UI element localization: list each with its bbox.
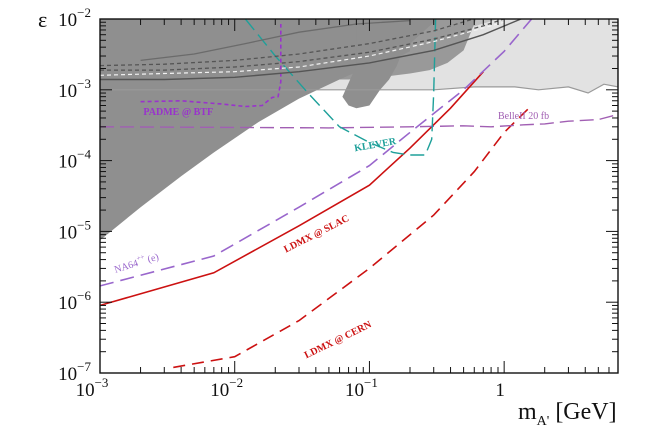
series-upper-dashed-a xyxy=(100,19,506,71)
series-upper-light-dashed xyxy=(100,21,505,76)
tick-exponent: −4 xyxy=(77,147,91,162)
x-axis-title-subscript: A' xyxy=(537,414,550,429)
x-tick-label: 1 xyxy=(495,380,505,401)
tick-exponent: −2 xyxy=(77,5,91,20)
annotation-sup: ++ xyxy=(136,253,146,263)
x-tick-label: 10−2 xyxy=(210,375,243,401)
y-tick-label: 10−4 xyxy=(58,147,91,173)
series-ldmx-cern xyxy=(173,104,533,369)
y-tick-label: 10−7 xyxy=(58,359,91,385)
annotation-rest: (e) xyxy=(144,252,160,266)
tick-exponent: −3 xyxy=(77,76,91,91)
tick-base: 10 xyxy=(58,222,77,243)
region-babar-dip xyxy=(342,19,410,109)
x-axis-title-unit: [GeV] xyxy=(549,399,616,425)
y-tick-labels: 10−710−610−510−410−310−2 xyxy=(58,5,91,385)
sensitivity-curves xyxy=(100,19,618,369)
tick-base: 10 xyxy=(58,81,77,102)
annotation-text: LDMX @ SLAC xyxy=(282,213,351,255)
annotation-text: NA64 xyxy=(113,258,140,276)
annotation-text: BelleII 20 fb xyxy=(498,111,549,122)
tick-exponent: −2 xyxy=(229,375,243,390)
annotation-text: LDMX @ CERN xyxy=(303,319,374,361)
series-na64-e xyxy=(100,19,533,287)
annotation-text: PADME @ BTF xyxy=(143,107,213,118)
tick-base: 10 xyxy=(345,380,364,401)
tick-exponent: −6 xyxy=(77,288,91,303)
series-upper-solid xyxy=(100,19,523,81)
x-tick-label: 10−3 xyxy=(76,375,109,401)
plot-frame xyxy=(99,18,619,374)
y-tick-label: 10−2 xyxy=(58,5,91,31)
y-tick-label: 10−6 xyxy=(58,288,91,314)
tick-base: 10 xyxy=(76,380,95,401)
region-beam-dump xyxy=(100,19,438,241)
series-klever xyxy=(244,19,437,156)
series-ldmx-slac xyxy=(100,71,484,307)
x-axis-title-main: m xyxy=(518,399,537,425)
tick-base: 10 xyxy=(58,10,77,31)
tick-base: 10 xyxy=(58,152,77,173)
tick-base: 10 xyxy=(58,364,77,385)
tick-base: 1 xyxy=(495,380,505,401)
annotation-ldmx_slac: LDMX @ SLAC xyxy=(282,213,351,255)
series-belleii-20-fb xyxy=(100,113,618,129)
annotation-ldmx_cern: LDMX @ CERN xyxy=(303,319,374,361)
region-excluded-light-outline xyxy=(100,19,618,94)
x-tick-labels: 10−3 10−2 10−1 1 xyxy=(76,375,505,401)
tick-base: 10 xyxy=(58,293,77,314)
annotation-belle: BelleII 20 fb xyxy=(498,111,549,122)
axis-ticks xyxy=(99,19,619,374)
series-gray-curve-1 xyxy=(140,19,411,62)
tick-exponent: −7 xyxy=(77,359,91,374)
tick-exponent: −5 xyxy=(77,217,91,232)
y-tick-label: 10−3 xyxy=(58,76,91,102)
series-padme-btf xyxy=(140,24,282,108)
annotation-padme: PADME @ BTF xyxy=(143,107,213,118)
y-tick-label: 10−5 xyxy=(58,217,91,243)
tick-exponent: −1 xyxy=(364,375,378,390)
tick-exponent: −3 xyxy=(95,375,109,390)
excluded-regions xyxy=(100,19,618,241)
x-axis-title: mA' [GeV] xyxy=(518,399,617,429)
x-tick-label: 10−1 xyxy=(345,375,378,401)
y-axis-title: ε xyxy=(38,7,47,32)
tick-base: 10 xyxy=(210,380,229,401)
